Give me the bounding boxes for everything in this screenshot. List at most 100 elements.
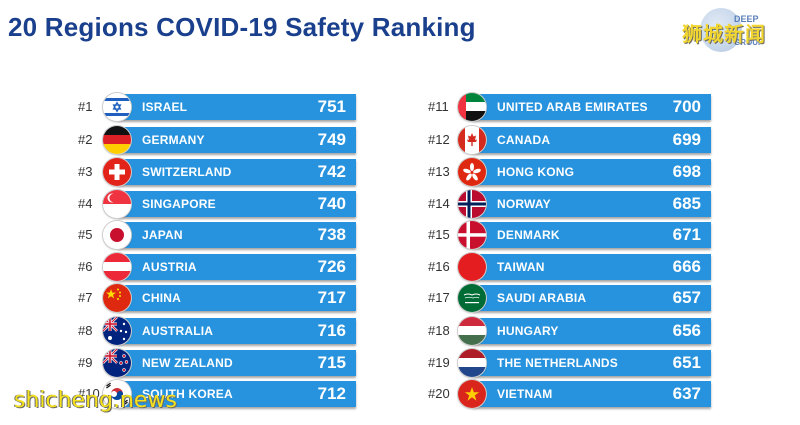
region-name: SINGAPORE — [142, 197, 216, 211]
ranking-bar: NORWAY 685 — [473, 191, 711, 217]
ranking-bar: HUNGARY 656 — [473, 318, 711, 344]
ranking-bar: AUSTRALIA 716 — [118, 318, 356, 344]
region-name: AUSTRALIA — [142, 324, 214, 338]
netherlands-flag-icon — [458, 349, 486, 377]
ranking-row: #17 SAUDI ARABIA 657 — [0, 284, 800, 312]
ranking-row: #8 AUSTRALIA 716 — [0, 317, 800, 345]
safety-score: 700 — [672, 97, 701, 116]
ranking-row: #11 UNITED ARAB EMIRATES 700 — [0, 93, 800, 121]
ranking-bar: DENMARK 671 — [473, 222, 711, 248]
ranking-bar: TAIWAN 666 — [473, 254, 711, 280]
ranking-bar: ISRAEL 751 — [118, 94, 356, 120]
region-name: AUSTRIA — [142, 260, 197, 274]
rank-label: #8 — [78, 323, 93, 338]
safety-score: 749 — [317, 130, 346, 149]
rank-label: #1 — [78, 99, 93, 114]
region-name: THE NETHERLANDS — [497, 356, 619, 370]
region-name: UNITED ARAB EMIRATES — [497, 100, 648, 114]
singapore-flag-icon — [103, 190, 131, 218]
ranking-row: #2 GERMANY 749 — [0, 126, 800, 154]
hungary-flag-icon — [458, 317, 486, 345]
ranking-row: #15 DENMARK 671 — [0, 221, 800, 249]
new-zealand-flag-icon — [103, 349, 131, 377]
uae-flag-icon — [458, 93, 486, 121]
logo-text-deep: DEEP — [734, 14, 759, 24]
denmark-flag-icon — [458, 221, 486, 249]
rank-label: #19 — [428, 355, 450, 370]
safety-score: 716 — [317, 321, 346, 340]
safety-score: 666 — [672, 257, 701, 276]
rank-label: #3 — [78, 164, 93, 179]
ranking-row: #6 AUSTRIA 726 — [0, 253, 800, 281]
safety-score: 742 — [317, 162, 346, 181]
norway-flag-icon — [458, 190, 486, 218]
logo-cn-text: 狮城新闻 — [682, 22, 766, 46]
safety-score: 657 — [672, 288, 701, 307]
south-korea-flag-icon — [103, 380, 131, 408]
safety-score: 685 — [672, 194, 701, 213]
china-flag-icon — [103, 284, 131, 312]
rank-label: #7 — [78, 290, 93, 305]
safety-score: 738 — [317, 225, 346, 244]
ranking-bar: SOUTH KOREA 712 — [118, 381, 356, 407]
ranking-row: #4 SINGAPORE 740 — [0, 190, 800, 218]
australia-flag-icon — [103, 317, 131, 345]
region-name: JAPAN — [142, 228, 183, 242]
watermark-text: shicheng.news — [14, 388, 177, 413]
japan-flag-icon — [103, 221, 131, 249]
ranking-bar: HONG KONG 698 — [473, 159, 711, 185]
ranking-bar: UNITED ARAB EMIRATES 700 — [473, 94, 711, 120]
ranking-row: #7 CHINA 717 — [0, 284, 800, 312]
safety-score: 740 — [317, 194, 346, 213]
rank-label: #14 — [428, 196, 450, 211]
rank-label: #10 — [78, 386, 100, 401]
ranking-row: #5 JAPAN 738 — [0, 221, 800, 249]
ranking-bar: NEW ZEALAND 715 — [118, 350, 356, 376]
region-name: CHINA — [142, 291, 181, 305]
ranking-bar: VIETNAM 637 — [473, 381, 711, 407]
region-name: DENMARK — [497, 228, 560, 242]
region-name: HUNGARY — [497, 324, 559, 338]
rank-label: #16 — [428, 259, 450, 274]
region-name: GERMANY — [142, 133, 205, 147]
safety-score: 726 — [317, 257, 346, 276]
rank-label: #4 — [78, 196, 93, 211]
ranking-bar: JAPAN 738 — [118, 222, 356, 248]
hong-kong-flag-icon — [458, 158, 486, 186]
ranking-bar: GERMANY 749 — [118, 127, 356, 153]
safety-score: 698 — [672, 162, 701, 181]
rank-label: #20 — [428, 386, 450, 401]
region-name: SWITZERLAND — [142, 165, 232, 179]
vietnam-flag-icon — [458, 380, 486, 408]
region-name: NEW ZEALAND — [142, 356, 233, 370]
brand-logo: DEEP GROUP 狮城新闻 — [682, 8, 800, 54]
rank-label: #9 — [78, 355, 93, 370]
region-name: TAIWAN — [497, 260, 545, 274]
ranking-bar: AUSTRIA 726 — [118, 254, 356, 280]
ranking-bar: SAUDI ARABIA 657 — [473, 285, 711, 311]
rank-label: #17 — [428, 290, 450, 305]
taiwan-flag-icon — [458, 253, 486, 281]
saudi-arabia-flag-icon — [458, 284, 486, 312]
safety-score: 715 — [317, 353, 346, 372]
ranking-row: #14 NORWAY 685 — [0, 190, 800, 218]
region-name: VIETNAM — [497, 387, 553, 401]
ranking-row: #16 TAIWAN 666 — [0, 253, 800, 281]
ranking-bar: SINGAPORE 740 — [118, 191, 356, 217]
austria-flag-icon — [103, 253, 131, 281]
israel-flag-icon — [103, 93, 131, 121]
safety-score: 712 — [317, 384, 346, 403]
logo-text-group: GROUP — [734, 38, 764, 47]
rank-label: #13 — [428, 164, 450, 179]
rank-label: #11 — [428, 99, 449, 114]
safety-score: 637 — [672, 384, 701, 403]
germany-flag-icon — [103, 126, 131, 154]
rank-label: #12 — [428, 132, 450, 147]
rank-label: #15 — [428, 227, 450, 242]
safety-score: 671 — [672, 225, 701, 244]
rank-label: #5 — [78, 227, 93, 242]
ranking-row: #13 HONG KONG 698 — [0, 158, 800, 186]
region-name: ISRAEL — [142, 100, 188, 114]
region-name: HONG KONG — [497, 165, 575, 179]
rank-label: #18 — [428, 323, 450, 338]
